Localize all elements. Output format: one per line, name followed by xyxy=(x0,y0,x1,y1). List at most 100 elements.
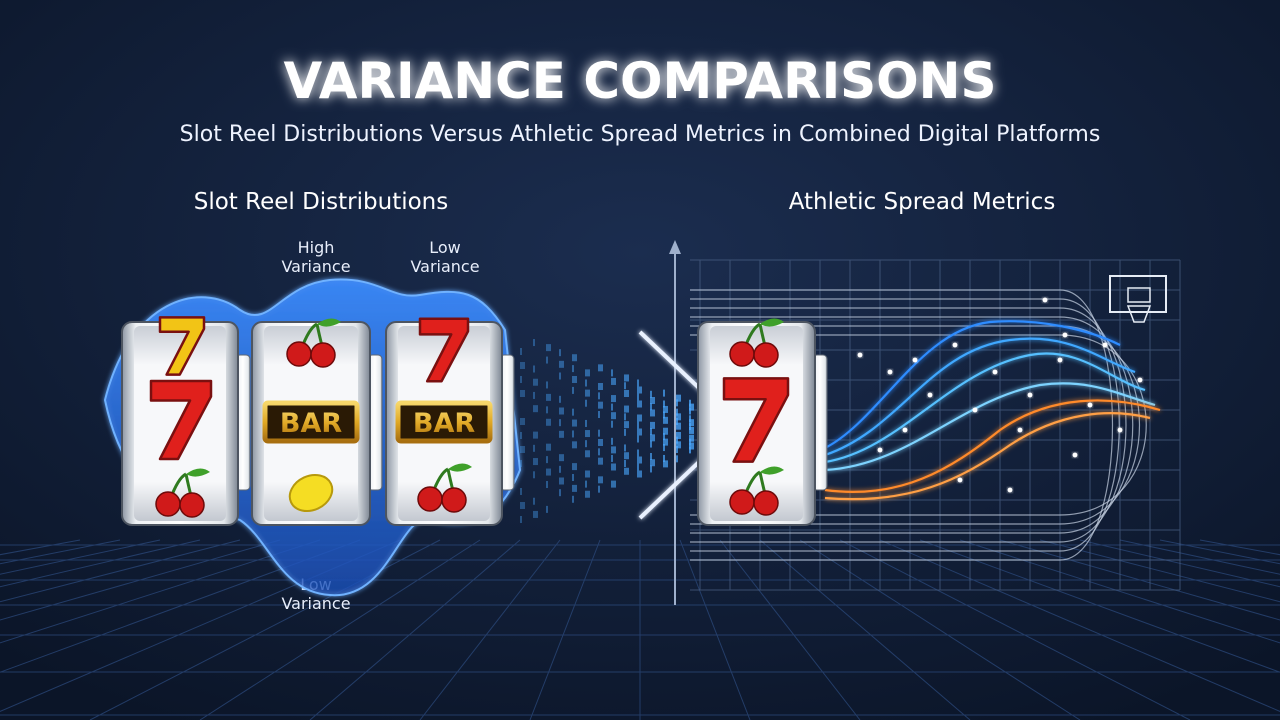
spread-dot xyxy=(1072,452,1078,458)
binary-bit xyxy=(624,452,629,460)
spread-dot xyxy=(1102,342,1108,348)
binary-bit xyxy=(676,394,681,402)
binary-bit xyxy=(598,439,603,446)
binary-bit xyxy=(572,386,574,394)
binary-bit xyxy=(559,454,564,462)
binary-bit xyxy=(689,399,691,407)
binary-bit xyxy=(520,390,525,397)
spread-dot xyxy=(1137,377,1143,383)
binary-bit xyxy=(572,430,574,438)
floor-line xyxy=(199,539,481,720)
binary-bit xyxy=(559,360,564,368)
title: VARIANCE COMPARISONS xyxy=(283,52,996,110)
variance-label: Variance xyxy=(281,594,350,613)
spread-dot xyxy=(1007,487,1013,493)
binary-bit xyxy=(520,502,525,509)
binary-bit xyxy=(598,364,603,372)
spread-dot xyxy=(1087,402,1093,408)
floor-line xyxy=(839,539,1191,720)
binary-bit xyxy=(676,436,678,444)
binary-bit xyxy=(637,400,642,408)
binary-bit xyxy=(689,442,694,450)
floor-line xyxy=(759,539,971,720)
spread-dot xyxy=(1027,392,1033,398)
floor-line xyxy=(529,539,601,720)
binary-bit xyxy=(663,400,665,408)
cherry xyxy=(753,342,779,368)
binary-bit xyxy=(689,434,694,442)
spread-dot xyxy=(1062,332,1068,338)
left-heading: Slot Reel Distributions xyxy=(194,189,449,215)
binary-bit xyxy=(585,470,590,478)
variance-label: Low xyxy=(429,238,461,257)
spread-dot xyxy=(992,369,998,375)
binary-bit xyxy=(585,389,590,397)
binary-bit xyxy=(650,459,655,467)
binary-bit xyxy=(533,458,538,466)
binary-bit xyxy=(546,456,548,464)
binary-bit xyxy=(533,510,538,518)
binary-bit xyxy=(598,383,603,390)
binary-bit xyxy=(585,379,587,387)
binary-bit xyxy=(533,365,535,373)
track-lane xyxy=(690,316,1134,534)
binary-bit xyxy=(663,454,665,462)
binary-bit xyxy=(611,377,616,385)
binary-bit xyxy=(533,378,538,386)
floor-line xyxy=(1119,539,1280,575)
binary-bit xyxy=(650,397,655,404)
binary-bit xyxy=(533,431,538,439)
binary-bit xyxy=(546,505,548,513)
bar-label: BAR xyxy=(413,408,475,439)
cherry xyxy=(286,341,312,367)
floor-line xyxy=(1039,539,1280,603)
binary-bit xyxy=(676,418,678,425)
binary-bit xyxy=(663,416,668,424)
binary-bit xyxy=(559,349,561,357)
binary-bit xyxy=(598,401,603,409)
variance-label: Variance xyxy=(410,257,479,276)
binary-bit xyxy=(650,434,655,442)
binary-bit xyxy=(520,362,525,369)
binary-bit xyxy=(663,438,668,446)
binary-bit xyxy=(546,344,551,352)
cherry-leaf xyxy=(760,466,784,475)
binary-bit xyxy=(585,480,587,488)
binary-bit xyxy=(598,392,600,400)
binary-bit xyxy=(533,405,538,413)
binary-bit xyxy=(559,489,561,497)
binary-bit xyxy=(520,348,522,355)
binary-bit xyxy=(520,376,522,383)
binary-bit xyxy=(637,428,642,436)
binary-bit xyxy=(637,379,639,387)
binary-bit xyxy=(624,428,626,436)
track-lane xyxy=(690,298,1120,552)
hoop-board xyxy=(1109,275,1167,313)
binary-bit xyxy=(598,476,603,484)
binary-bit xyxy=(572,419,577,427)
binary-bit xyxy=(637,435,639,443)
binary-bit xyxy=(611,412,616,420)
spread-curve xyxy=(824,382,1156,472)
binary-bit xyxy=(650,440,652,448)
binary-bit xyxy=(559,465,561,473)
axis-arrow xyxy=(669,240,681,254)
bar-symbol xyxy=(262,400,360,444)
cherry xyxy=(729,489,755,515)
binary-bit xyxy=(689,415,691,423)
binary-bit xyxy=(663,433,665,441)
binary-bit xyxy=(650,390,652,398)
binary-bit xyxy=(533,471,535,479)
cherry-leaf xyxy=(317,318,341,327)
binary-bit xyxy=(611,454,613,462)
binary-bit xyxy=(559,430,564,438)
spread-dot xyxy=(1017,427,1023,433)
floor-line xyxy=(309,539,521,720)
binary-bit xyxy=(676,432,681,439)
binary-bit xyxy=(598,429,600,437)
cherry xyxy=(417,486,443,512)
binary-bit xyxy=(663,405,668,413)
binary-bit xyxy=(585,419,587,427)
spread-curve xyxy=(824,399,1161,494)
seven-symbol xyxy=(722,377,790,463)
